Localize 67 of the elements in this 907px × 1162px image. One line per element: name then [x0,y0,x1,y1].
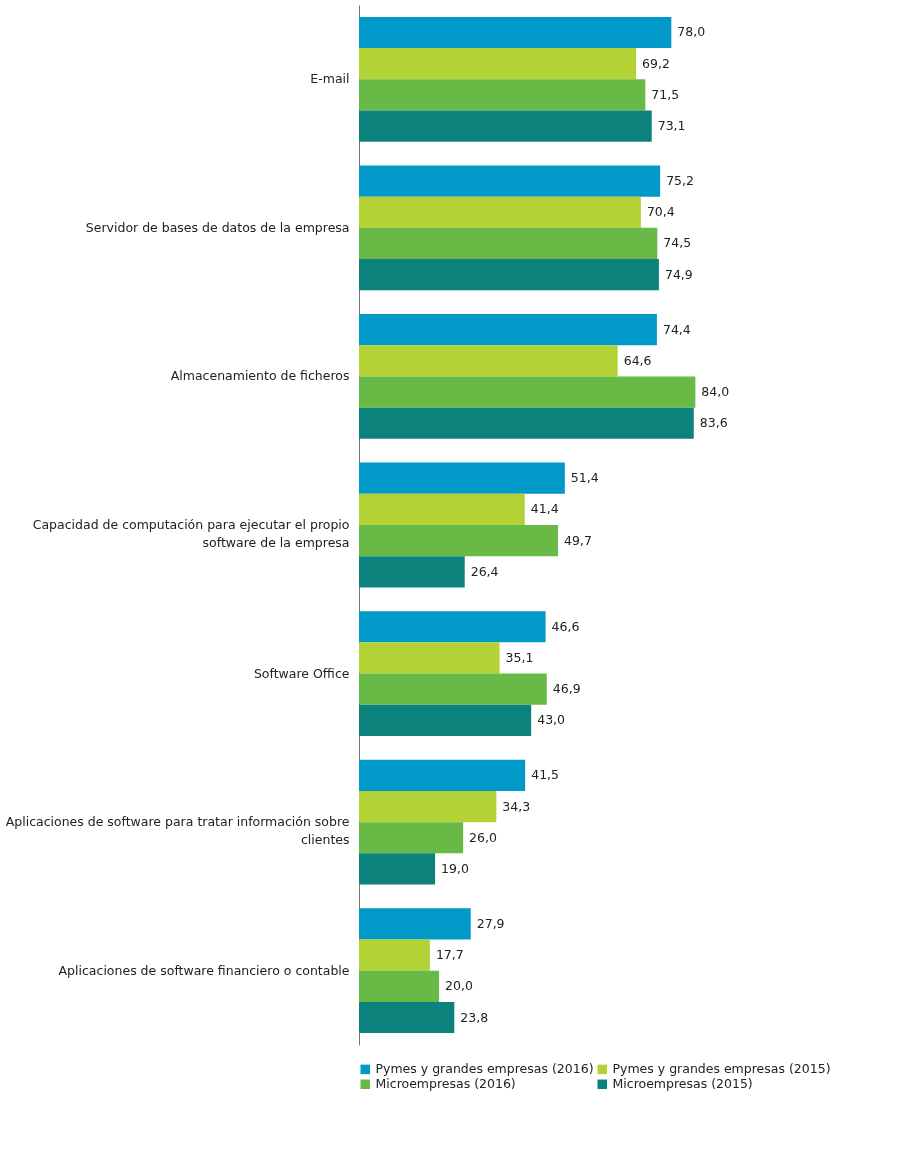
data-label: 46,6 [551,618,580,634]
legend-label: Microempresas (2016) [375,1076,516,1092]
data-label: 71,5 [651,86,680,102]
bar [359,556,465,588]
y-tick-label: Almacenamiento de ficheros [170,368,350,384]
bar [359,345,618,377]
data-label: 69,2 [642,55,670,71]
bar [359,407,694,439]
bar [359,48,637,80]
legend-label: Microempresas (2015) [612,1076,753,1092]
y-tick-label: Servidor de bases de datos de la empresa [85,219,350,235]
data-label: 19,0 [441,860,469,876]
bar [359,259,659,291]
bar [359,822,464,854]
data-label: 26,4 [470,563,499,579]
data-label: 64,6 [623,352,652,368]
data-label: 78,0 [677,24,706,40]
data-label: 51,4 [570,470,599,486]
legend-label: Pymes y grandes empresas (2016) [375,1061,594,1077]
bar [359,462,565,494]
bar [359,376,696,408]
data-label: 83,6 [699,415,728,431]
y-tick-label: Aplicaciones de software financiero o contable [58,962,350,978]
data-label: 74,4 [662,321,691,337]
bar [359,227,658,260]
bar [359,970,440,1002]
y-tick-label: Capacidad de computación para ejecutar el propio software de la empresa [32,517,350,550]
bar [359,908,471,940]
bar [359,79,646,111]
bar [359,196,641,228]
bar [359,493,525,525]
bar [359,759,526,791]
data-label: 20,0 [445,978,473,994]
bar [359,16,672,49]
data-label: 27,9 [476,915,505,931]
bar [359,314,657,346]
y-tick-label: E-mail [310,71,350,87]
bar [359,165,661,197]
y-tick-label: Aplicaciones de software para tratar información sobre clientes [5,814,350,848]
bar [359,525,559,557]
data-label: 35,1 [505,649,534,665]
bar [359,673,547,705]
bar [359,704,532,736]
y-tick-label: Software Office [253,665,350,681]
data-label: 26,0 [469,829,497,845]
data-label: 73,1 [657,118,686,134]
legend-label: Pymes y grandes empresas (2015) [612,1061,831,1077]
bar [359,110,652,142]
data-label: 41,5 [531,767,560,783]
data-label: 43,0 [537,712,566,728]
bar [359,1001,455,1034]
data-label: 74,5 [663,235,692,251]
bar [359,790,497,823]
data-label: 46,9 [552,681,581,697]
data-label: 17,7 [435,947,464,963]
data-label: 34,3 [502,798,531,814]
data-label: 84,0 [701,384,730,400]
data-label: 23,8 [460,1009,489,1025]
bar [359,939,430,971]
data-label: 49,7 [564,532,592,548]
data-label: 74,9 [664,266,693,282]
bar [359,853,436,885]
data-label: 75,2 [666,173,694,189]
data-label: 70,4 [646,204,675,220]
bar [359,611,546,643]
data-label: 41,4 [530,501,559,517]
bar [359,642,500,674]
